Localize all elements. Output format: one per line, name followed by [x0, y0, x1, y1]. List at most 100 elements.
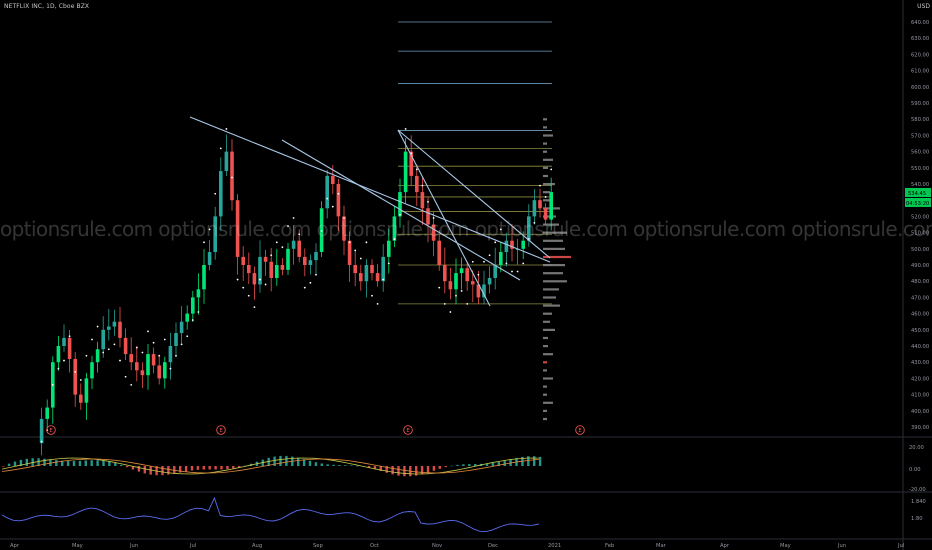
sar-dot — [309, 281, 312, 284]
macd-histogram-bar — [84, 460, 87, 466]
volume-bar — [543, 134, 553, 137]
volume-bar — [543, 320, 550, 323]
price-tick: 610.00 — [911, 69, 929, 75]
candle-body — [325, 175, 329, 209]
macd-histogram-bar — [468, 464, 471, 466]
macd-histogram-bar — [131, 466, 135, 470]
macd-histogram-bar — [55, 460, 58, 466]
volume-bar — [543, 231, 567, 234]
macd-histogram-bar — [320, 463, 323, 466]
sar-dot — [550, 168, 553, 171]
earnings-marker — [46, 425, 56, 435]
macd-histogram-bar — [238, 466, 241, 468]
volume-bar — [543, 280, 567, 283]
sar-dot — [225, 128, 228, 130]
sar-dot — [298, 233, 301, 236]
sar-dot — [499, 228, 502, 231]
price-tick: 640.00 — [911, 20, 929, 26]
candle-body — [336, 184, 341, 217]
sar-dot — [264, 283, 267, 286]
macd-histogram-bar — [344, 465, 347, 466]
price-candles — [39, 134, 553, 456]
macd-histogram-bar — [31, 458, 34, 466]
volume-bar — [543, 118, 547, 121]
candle-body — [420, 192, 425, 209]
candle-body — [168, 346, 173, 363]
sar-dot — [253, 306, 256, 309]
candle-body — [359, 273, 363, 282]
candle-body — [454, 273, 458, 290]
sar-dot — [214, 192, 217, 195]
trend-line — [397, 129, 491, 307]
sar-dot — [57, 367, 60, 370]
earnings-marker — [216, 425, 226, 435]
candle-body — [90, 362, 94, 379]
candle-body — [409, 151, 413, 176]
sar-dot — [427, 200, 429, 203]
sar-dot — [169, 367, 172, 370]
time-tick: May — [72, 543, 83, 549]
candle-body — [56, 346, 61, 363]
volume-bar — [543, 199, 552, 202]
candle-body — [247, 265, 251, 274]
macd-histogram-bar — [527, 456, 530, 466]
price-tick: 600.00 — [911, 85, 929, 91]
symbol-title[interactable]: NETFLIX INC, 1D, Cboe BZX — [4, 3, 90, 10]
sar-dot — [544, 196, 547, 198]
macd-histogram-bar — [403, 466, 406, 477]
sar-dot — [281, 246, 284, 249]
macd-histogram-bar — [302, 459, 306, 466]
candle-body — [521, 240, 525, 249]
candle-body — [84, 378, 89, 403]
sar-dot — [438, 286, 441, 289]
sar-dot — [303, 286, 306, 289]
candle-body — [213, 216, 217, 253]
sar-dot — [91, 338, 93, 341]
sar-dot — [449, 311, 452, 313]
macd-histogram-bar — [196, 466, 200, 470]
volume-bar — [543, 361, 547, 364]
fibonacci-levels[interactable] — [398, 21, 552, 305]
time-tick: Mar — [656, 543, 667, 549]
candle-body — [118, 321, 122, 338]
sar-dot — [242, 286, 245, 289]
price-tick: 470.00 — [911, 295, 929, 301]
candle-body — [291, 240, 296, 249]
sar-dot — [259, 278, 261, 281]
macd-histogram-bar — [114, 463, 117, 466]
earnings-marker — [403, 425, 413, 435]
sar-dot — [203, 241, 205, 244]
sar-dot — [399, 213, 401, 216]
time-tick: Jul — [189, 543, 196, 549]
sar-dot — [488, 254, 491, 257]
price-tick: 550.00 — [911, 166, 929, 172]
sar-dot — [539, 184, 541, 187]
price-tick: 520.00 — [911, 214, 929, 220]
sar-dot — [376, 302, 379, 305]
candle-body — [39, 418, 44, 444]
sar-dot — [68, 335, 71, 338]
candle-body — [45, 407, 49, 419]
macd-histogram-bar — [102, 460, 105, 466]
time-tick: Jul — [897, 543, 904, 549]
volume-bar — [543, 312, 552, 315]
volume-bar — [543, 239, 563, 242]
volume-bar — [543, 385, 547, 388]
candle-body — [431, 224, 436, 241]
sar-dot — [393, 238, 396, 240]
volume-bar — [543, 417, 547, 421]
price-tick: 390.00 — [911, 425, 929, 431]
macd-histogram-bar — [485, 463, 489, 466]
candle-body — [499, 252, 503, 265]
macd-histogram-bar — [308, 460, 312, 466]
lower-tick: 1.80 — [911, 516, 923, 522]
volume-bar — [543, 191, 550, 194]
earnings-label: E — [219, 428, 223, 434]
indicator-line — [1, 496, 539, 533]
candle-body — [73, 358, 77, 395]
sar-dot — [231, 176, 233, 179]
trend-lines[interactable] — [189, 116, 551, 307]
time-tick: Apr — [720, 543, 730, 549]
